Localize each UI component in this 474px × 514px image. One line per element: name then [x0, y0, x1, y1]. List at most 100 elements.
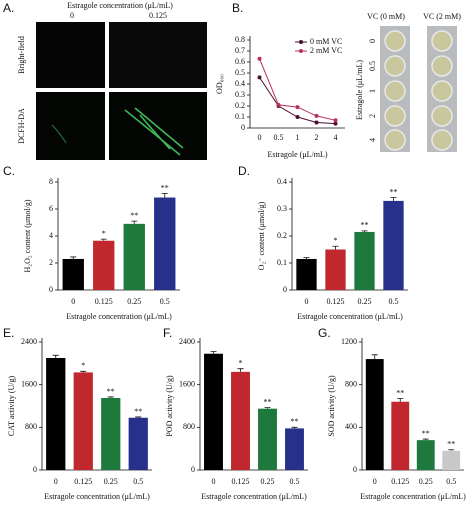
marker	[276, 102, 281, 107]
y-label: Estragole (μL/mL)	[355, 60, 364, 120]
bar	[296, 258, 317, 290]
x-tick-label: 0.5	[133, 477, 143, 486]
bar	[383, 200, 404, 290]
y-tick-label: 0.2	[277, 231, 287, 240]
error-bar	[52, 354, 59, 358]
marker	[314, 120, 319, 125]
x-tick-label: 0.5	[274, 133, 284, 142]
row-label: 2	[368, 114, 377, 118]
significance: **	[447, 440, 455, 449]
marker	[333, 121, 338, 126]
bar	[101, 398, 121, 470]
x-tick-label: 1	[296, 133, 300, 142]
y-tick-label: 0.7	[235, 46, 245, 55]
column-label: 0.125	[149, 11, 167, 20]
bar	[93, 240, 115, 290]
x-tick-label: 0.125	[74, 477, 92, 486]
x-tick-label: 0.25	[419, 477, 433, 486]
image	[109, 92, 207, 160]
x-label: Estragole concentration (μL/mL)	[297, 312, 403, 321]
y-tick-label: 8	[49, 177, 53, 186]
bar	[128, 417, 148, 470]
y-tick-label: 0	[241, 123, 245, 132]
panel-label: A.	[3, 1, 14, 15]
marker	[314, 113, 319, 118]
x-label: Estragole concentration (μL/mL)	[201, 492, 307, 501]
error-bar	[135, 416, 142, 418]
panel-label: B.	[232, 1, 243, 15]
fluorescence	[124, 107, 184, 156]
y-tick-label: 1600	[21, 379, 37, 388]
row-label: 1	[368, 89, 377, 93]
error-bar	[131, 220, 138, 224]
x-tick-label: 0.5	[290, 477, 300, 486]
y-tick-label: 0.6	[235, 57, 245, 66]
y-tick-label: 0.1	[277, 258, 287, 267]
y-tick-label: 6	[49, 204, 53, 213]
image	[36, 92, 105, 160]
y-tick-label: 4	[49, 231, 53, 240]
error-bar	[371, 354, 378, 360]
error-bar	[397, 398, 404, 402]
y-tick-label: 1600	[179, 379, 195, 388]
x-label: Estragole concentration (μL/mL)	[66, 312, 172, 321]
row-label: 4	[368, 138, 377, 142]
legend-label: 2 mM VC	[310, 46, 342, 55]
significance: **	[134, 407, 142, 416]
y-tick-label: 0	[49, 285, 53, 294]
x-tick-label: 0	[71, 297, 75, 306]
panel-label: G.	[318, 326, 331, 340]
significance: **	[107, 387, 115, 396]
bar	[204, 353, 223, 470]
error-bar	[70, 256, 77, 259]
significance: **	[130, 211, 138, 220]
x-tick-label: 0.25	[104, 477, 118, 486]
y-tick-label: 1200	[341, 337, 357, 346]
x-tick-label: 0	[305, 297, 309, 306]
bar	[154, 197, 176, 290]
y-tick-label: 2	[49, 258, 53, 267]
wells	[384, 30, 453, 151]
marker	[295, 105, 300, 110]
error-bar	[210, 351, 217, 354]
error-bar	[332, 245, 339, 250]
error-bar	[161, 193, 168, 198]
y-tick-label: 0	[283, 285, 287, 294]
bar	[365, 359, 384, 470]
x-tick-label: 0.5	[160, 297, 170, 306]
significance: **	[361, 221, 369, 230]
y-tick-label: 800	[25, 422, 37, 431]
marker	[257, 75, 262, 80]
significance: *	[102, 229, 106, 238]
x-tick-label: 0.125	[232, 477, 250, 486]
bar	[285, 428, 304, 470]
y-label: H₂O₂ content (μmol/g)	[23, 199, 32, 272]
row-label: Bright-field	[17, 36, 26, 74]
y-tick-label: 0.8	[235, 35, 245, 44]
x-tick-label: 0.5	[446, 477, 456, 486]
x-tick-label: 0	[258, 133, 262, 142]
error-bar	[448, 449, 455, 451]
y-tick-label: 2400	[21, 337, 37, 346]
significance: **	[161, 183, 169, 192]
fluorescence	[51, 124, 67, 144]
bar	[391, 401, 410, 470]
bar	[62, 258, 84, 290]
marker	[333, 118, 338, 123]
marker	[257, 56, 262, 61]
y-label: SOD activity (U/g)	[327, 375, 336, 437]
error-bar	[422, 438, 429, 441]
error-bar	[291, 426, 298, 429]
error-bar	[264, 407, 271, 409]
row-label: 0.5	[368, 61, 377, 71]
bar	[73, 372, 93, 470]
panel-label: E.	[3, 326, 14, 340]
x-tick-label: 0.125	[327, 297, 345, 306]
y-tick-label: 400	[345, 422, 357, 431]
bar	[46, 358, 66, 470]
error-bar	[100, 238, 107, 241]
x-tick-label: 0	[373, 477, 377, 486]
y-tick-label: 0.4	[235, 79, 245, 88]
bar	[354, 231, 375, 290]
